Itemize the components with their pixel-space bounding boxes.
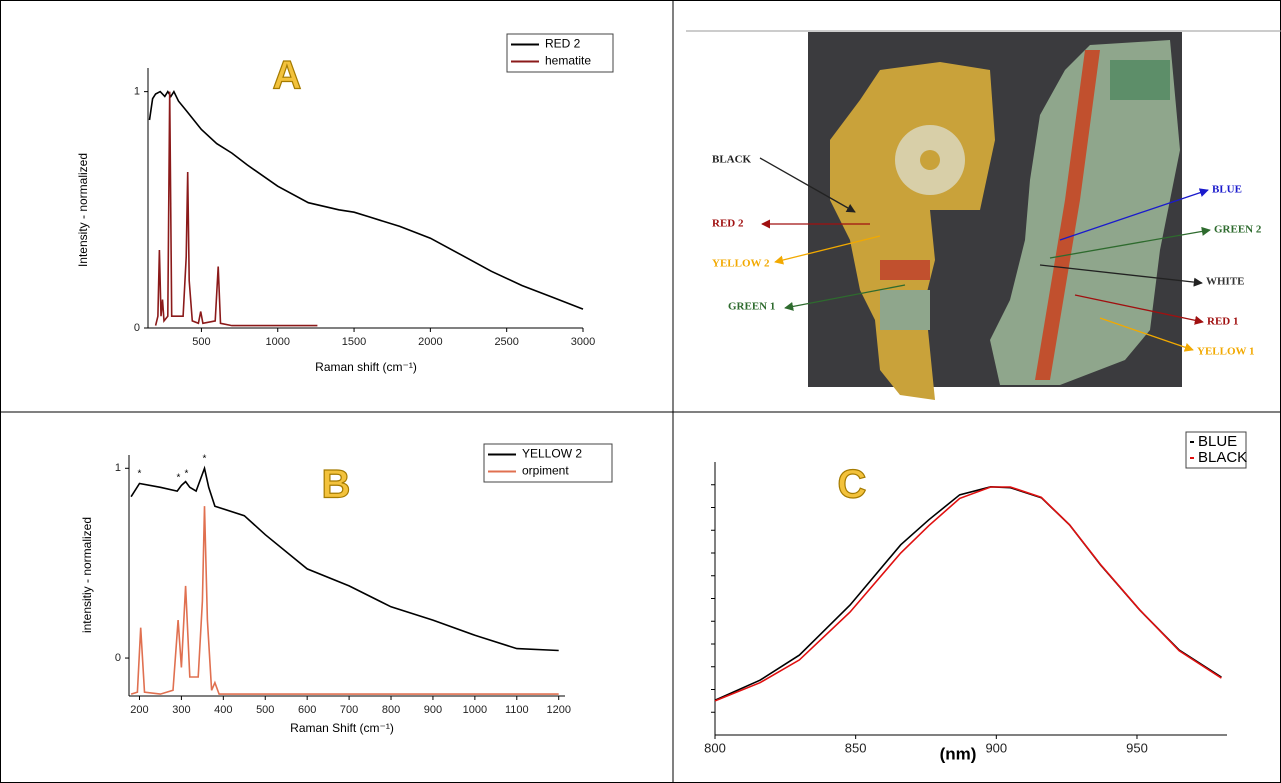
panel-label: A — [273, 54, 302, 98]
annotation: * — [138, 469, 142, 480]
band — [880, 260, 930, 280]
x-axis-label: Raman Shift (cm⁻¹) — [290, 721, 394, 735]
rosette — [920, 150, 940, 170]
x-tick-label: 900 — [424, 704, 442, 716]
y-tick-label: 0 — [115, 652, 121, 664]
x-tick-label: 3000 — [571, 336, 595, 348]
panel-label: B — [322, 463, 351, 507]
x-tick-label: 1000 — [265, 336, 289, 348]
x-tick-label: 300 — [172, 704, 190, 716]
series-line — [156, 92, 318, 326]
photo: BLACK RED 2 YELLOW 2 GREEN 1 BLUE GREEN 2 WHIT… — [712, 32, 1262, 400]
x-tick-label: 600 — [298, 704, 316, 716]
series-line — [715, 487, 1221, 700]
x-tick-label: 2000 — [418, 336, 442, 348]
x-tick-label: 1000 — [463, 704, 487, 716]
photo-label: GREEN 2 — [1214, 224, 1262, 236]
band — [880, 290, 930, 330]
series-line — [150, 92, 584, 310]
photo-label: GREEN 1 — [728, 301, 775, 313]
legend-label: BLUE — [1198, 433, 1237, 450]
x-axis-label: (nm) — [940, 744, 977, 763]
annotation: * — [203, 453, 207, 464]
annotation: * — [177, 472, 181, 483]
legend-label: RED 2 — [545, 37, 581, 51]
x-tick-label: 1500 — [342, 336, 366, 348]
x-tick-label: 2500 — [494, 336, 518, 348]
x-tick-label: 800 — [382, 704, 400, 716]
figure: BLACK RED 2 YELLOW 2 GREEN 1 BLUE GREEN 2 WHIT… — [0, 0, 1281, 783]
y-tick-label: 0 — [134, 322, 140, 334]
legend-label: orpiment — [522, 464, 569, 478]
x-tick-label: 800 — [704, 740, 726, 755]
x-tick-label: 900 — [985, 740, 1007, 755]
photo-label: RED 1 — [1207, 316, 1238, 328]
photo-label: RED 2 — [712, 218, 744, 230]
legend-label: YELLOW 2 — [522, 447, 582, 461]
y-axis-label: Intensity - normalized — [76, 153, 90, 267]
photo-label: WHITE — [1206, 276, 1245, 288]
annotation: * — [184, 469, 188, 480]
photo-label: BLUE — [1212, 184, 1242, 196]
photo-label: YELLOW 2 — [712, 258, 770, 270]
y-axis-label: intensitiy - normalized — [80, 517, 94, 633]
band — [1110, 60, 1170, 100]
x-tick-label: 950 — [1126, 740, 1148, 755]
legend-label: hematite — [545, 54, 591, 68]
x-tick-label: 500 — [192, 336, 210, 348]
series-line — [715, 487, 1221, 701]
x-tick-label: 500 — [256, 704, 274, 716]
y-tick-label: 1 — [134, 86, 140, 98]
series-line — [131, 506, 559, 694]
x-tick-label: 400 — [214, 704, 232, 716]
panel-label: C — [838, 463, 867, 507]
x-tick-label: 200 — [130, 704, 148, 716]
x-tick-label: 1200 — [546, 704, 570, 716]
x-tick-label: 1100 — [505, 704, 529, 716]
photo-label: BLACK — [712, 154, 752, 166]
x-axis-label: Raman shift (cm⁻¹) — [315, 360, 417, 374]
x-tick-label: 850 — [845, 740, 867, 755]
y-tick-label: 1 — [115, 462, 121, 474]
legend-label: BLACK — [1198, 449, 1247, 466]
photo-label: YELLOW 1 — [1197, 346, 1255, 358]
x-tick-label: 700 — [340, 704, 358, 716]
